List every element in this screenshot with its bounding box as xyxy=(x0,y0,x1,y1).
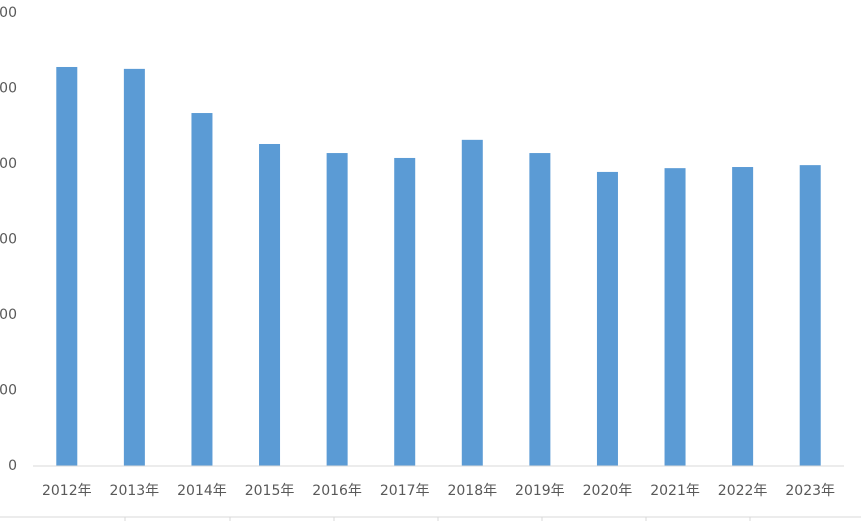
bar xyxy=(259,143,281,466)
y-tick-label: 1200 xyxy=(0,5,17,21)
bar xyxy=(56,66,78,467)
x-tick-label: 2014年 xyxy=(177,483,227,499)
bar xyxy=(326,153,348,467)
x-tick-label: 2021年 xyxy=(650,483,700,499)
y-tick-label: 200 xyxy=(0,383,17,399)
x-tick-label: 2017年 xyxy=(380,483,430,499)
y-tick-label: 0 xyxy=(8,458,17,474)
bar xyxy=(664,168,686,466)
x-tick-label: 2022年 xyxy=(718,483,768,499)
bar xyxy=(596,171,618,467)
bar xyxy=(529,153,551,467)
x-tick-label: 2018年 xyxy=(447,483,497,499)
bar xyxy=(799,165,821,466)
x-tick-label: 2013年 xyxy=(110,483,160,499)
x-tick-label: 2016年 xyxy=(312,483,362,499)
y-tick-label: 600 xyxy=(0,232,17,248)
bar xyxy=(123,68,145,467)
bar xyxy=(191,113,213,466)
bar xyxy=(394,157,416,466)
bar xyxy=(461,139,483,466)
x-tick-label: 2020年 xyxy=(583,483,633,499)
x-tick-label: 2023年 xyxy=(785,483,835,499)
y-tick-label: 400 xyxy=(0,307,17,323)
x-tick-label: 2019年 xyxy=(515,483,565,499)
x-tick-label: 2012年 xyxy=(42,483,92,499)
bar xyxy=(732,167,754,466)
y-tick-label: 1000 xyxy=(0,81,17,97)
x-tick-label: 2015年 xyxy=(245,483,295,499)
y-tick-label: 800 xyxy=(0,156,17,172)
